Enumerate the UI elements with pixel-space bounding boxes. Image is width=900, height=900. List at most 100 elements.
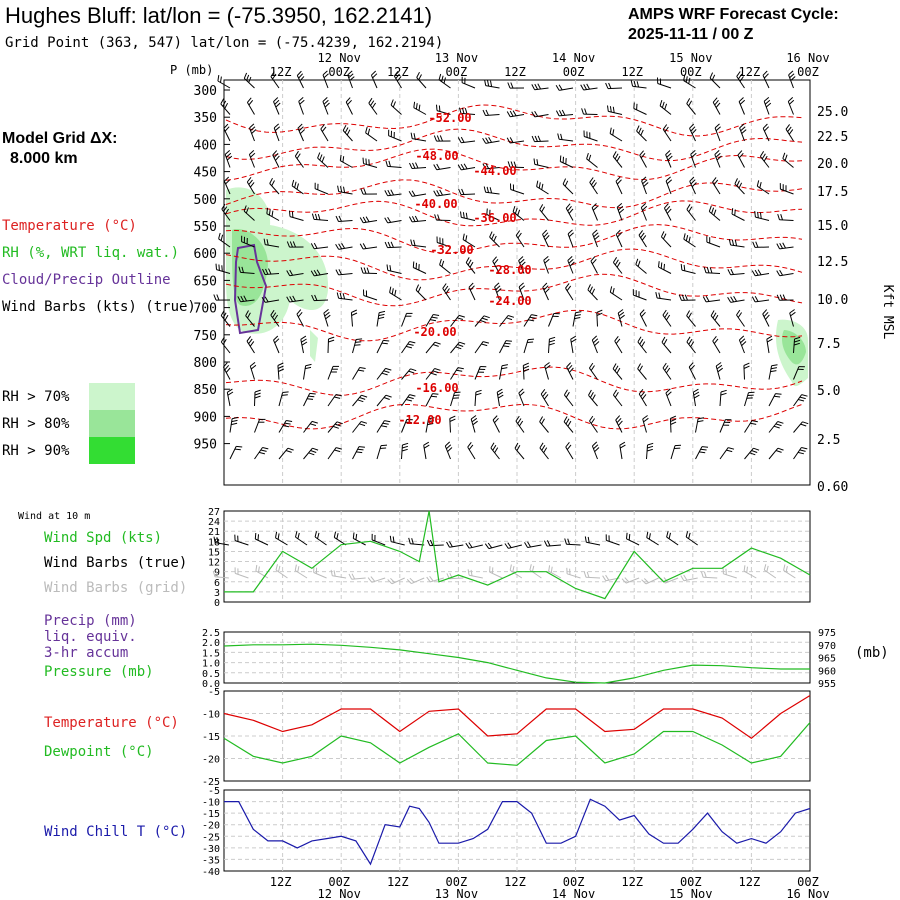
xsec-wind-barb-flag (362, 216, 367, 223)
xsec-wind-barb-flag (354, 344, 361, 346)
xsec-wind-barb (485, 85, 500, 89)
xsec-wind-barb-flag (226, 155, 233, 161)
grid-wind-barb (585, 576, 601, 579)
xsec-wind-barb-flag (296, 183, 299, 190)
xsec-wind-barb (486, 214, 500, 221)
xsec-wind-barb-flag (523, 365, 530, 369)
xsec-wind-barb (518, 286, 525, 301)
xsec-wind-barb (669, 418, 672, 433)
xsec-wind-barb-flag (715, 102, 721, 108)
true-wind-barb-flag (546, 540, 551, 547)
true-wind-barb-flag (275, 531, 278, 538)
xsec-wind-barb (587, 289, 598, 301)
xsec-wind-barb-flag (465, 235, 468, 242)
xsec-wind-barb-flag (414, 215, 419, 222)
xsec-wind-barb-flag (785, 124, 790, 130)
xsec-wind-barb-flag (558, 110, 563, 116)
xsec-wind-barb-flag (395, 73, 400, 79)
xsec-wind-barb-flag (370, 100, 375, 106)
xsec-wind-barb-flag (386, 264, 389, 271)
xsec-wind-barb (695, 446, 703, 460)
xsec-wind-barb-flag (467, 259, 472, 266)
xsec-wind-barb-flag (273, 314, 279, 321)
xsec-wind-barb-flag (570, 335, 577, 340)
precip-y2tick: 960 (818, 666, 836, 677)
xsec-wind-barb-flag (258, 451, 266, 455)
xsec-wind-barb (465, 262, 476, 274)
true-wind-barb-flag (297, 532, 300, 539)
xsec-wind-barb (632, 85, 647, 89)
xsec-wind-barb-flag (316, 269, 321, 276)
true-wind-barb-flag (352, 532, 355, 539)
xsec-wind-barb-flag (311, 420, 318, 424)
xsec-wind-barb (706, 241, 721, 248)
xsec-wind-barb-flag (664, 103, 668, 110)
xsec-wind-barb (635, 264, 647, 274)
xsec-wind-barb-flag (617, 205, 624, 211)
xsec-wind-barb (572, 312, 576, 327)
xsec-wind-barb (616, 207, 623, 221)
true-wind-barb-flag (295, 531, 298, 538)
xsec-wind-barb (241, 241, 255, 248)
xsec-wind-barb-flag (357, 448, 364, 451)
xsec-wind-barb (499, 365, 503, 380)
xsec-wind-barb-flag (592, 229, 598, 235)
xsec-wind-barb-flag (493, 258, 499, 265)
xsec-wind-barb (788, 74, 794, 89)
xsec-wind-barb-flag (416, 71, 420, 78)
xsec-wind-barb-flag (642, 415, 648, 420)
xsec-wind-barb-flag (790, 76, 796, 81)
cycle-label: AMPS WRF Forecast Cycle: (628, 6, 839, 23)
xsec-wind-barb (461, 216, 476, 221)
xsec-wind-barb-flag (670, 421, 677, 425)
xsec-wind-barb-flag (680, 264, 683, 271)
xsec-wind-barb-flag (363, 267, 367, 274)
xsec-wind-barb-flag (661, 336, 666, 343)
xsec-wind-barb (755, 299, 770, 303)
xsec-wind-barb-flag (224, 176, 230, 182)
xsec-wind-barb-flag (543, 285, 549, 291)
xsec-wind-barb-flag (641, 341, 646, 347)
grid-wind-barb (683, 577, 698, 582)
xsec-wind-barb-flag (335, 244, 340, 250)
xsec-wind-barb-flag (639, 150, 644, 156)
temperature-line (223, 694, 811, 740)
xsec-wind-barb (243, 78, 255, 89)
xsec-wind-barb-flag (762, 309, 768, 315)
xsec-wind-barb (365, 132, 378, 142)
xsec-wind-barb-flag (297, 311, 303, 318)
xsec-wind-barb-flag (506, 137, 511, 144)
xsec-wind-barb-flag (324, 311, 330, 317)
xsec-wind-barb-flag (368, 159, 370, 166)
xsec-wind-barb-flag (248, 179, 253, 185)
xsec-wind-barb-flag (460, 136, 465, 143)
xsec-wind-barb-flag (436, 163, 441, 170)
xsec-wind-barb-flag (490, 80, 493, 87)
xsec-wind-barb-flag (378, 316, 385, 320)
xsec-wind-barb-flag (220, 76, 222, 83)
xsec-wind-barb (686, 315, 696, 327)
xsec-wind-barb-flag (317, 213, 321, 221)
xsec-wind-barb-flag (640, 152, 646, 159)
grid-wind-barb (411, 577, 425, 585)
xsec-wind-barb-flag (286, 420, 293, 422)
xsec-wind-barb (444, 445, 451, 460)
isotherm-label: -32.00 (430, 243, 473, 257)
xsec-wind-barb-flag (614, 259, 619, 266)
xsec-wind-barb-flag (519, 285, 526, 291)
grid-wind-barb-flag (586, 571, 590, 578)
xsec-wind-barb (388, 135, 402, 142)
xsec-wind-barb-flag (249, 150, 255, 155)
xsec-wind-barb-flag (223, 206, 228, 212)
xsec-wind-barb-flag (305, 366, 312, 370)
xsec-wind-barb-flag (589, 392, 594, 398)
isotherm-label: -16.00 (415, 381, 458, 395)
xsec-wind-barb (523, 314, 532, 327)
xsec-wind-barb (563, 421, 574, 433)
xsec-wind-barb-flag (539, 416, 544, 422)
xsec-wind-barb-flag (250, 182, 255, 188)
xsec-wind-barb-flag (589, 177, 594, 183)
xsec-wind-barb-flag (468, 444, 474, 450)
xsec-wind-barb (352, 421, 362, 433)
